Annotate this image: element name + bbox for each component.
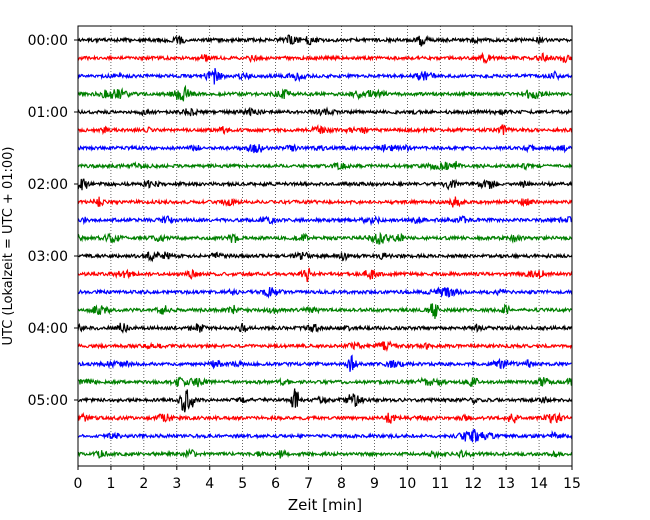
trace-line — [78, 216, 572, 224]
trace-line — [78, 87, 572, 102]
trace-line — [78, 389, 572, 413]
y-tick-label: 02:00 — [28, 177, 68, 193]
trace-line — [78, 450, 572, 459]
trace-line — [78, 287, 572, 297]
trace-line — [78, 341, 572, 350]
y-tick-label: 03:00 — [28, 249, 68, 265]
trace-line — [78, 53, 572, 62]
x-tick-label: 3 — [172, 476, 181, 492]
trace-line — [78, 413, 572, 424]
trace-line — [78, 144, 572, 153]
x-tick-label: 4 — [205, 476, 214, 492]
x-tick-label: 5 — [238, 476, 247, 492]
x-axis-label: Zeit [min] — [288, 496, 362, 514]
x-tick-label: 8 — [337, 476, 346, 492]
trace-line — [78, 356, 572, 372]
y-tick-label: 01:00 — [28, 105, 68, 121]
trace-line — [78, 429, 572, 442]
x-tick-label: 2 — [139, 476, 148, 492]
trace-line — [78, 268, 572, 282]
x-tick-label: 9 — [370, 476, 379, 492]
y-tick-label: 04:00 — [28, 321, 68, 337]
trace-line — [78, 377, 572, 387]
x-axis-ticks: 0 1 2 3 4 5 6 7 8 9 10 11 12 13 14 15 — [74, 466, 581, 492]
x-tick-label: 1 — [106, 476, 115, 492]
trace-line — [78, 35, 572, 46]
trace-line — [78, 68, 572, 84]
y-axis-ticks: 00:00 01:00 02:00 03:00 04:00 05:00 — [28, 33, 78, 409]
x-tick-label: 12 — [464, 476, 482, 492]
trace-line — [78, 179, 572, 190]
trace-line — [78, 108, 572, 116]
trace-line — [78, 323, 572, 333]
x-tick-label: 10 — [398, 476, 416, 492]
helicorder-chart: 0 1 2 3 4 5 6 7 8 9 10 11 12 13 14 15 00:0001:0002:0003… — [0, 0, 650, 520]
trace-line — [78, 125, 572, 135]
x-tick-label: 11 — [431, 476, 449, 492]
y-tick-label: 05:00 — [28, 393, 68, 409]
x-tick-label: 7 — [304, 476, 313, 492]
x-tick-label: 14 — [530, 476, 548, 492]
x-tick-label: 15 — [563, 476, 581, 492]
trace-line — [78, 252, 572, 261]
trace-line — [78, 197, 572, 208]
x-tick-label: 0 — [74, 476, 83, 492]
seismogram-traces — [78, 35, 572, 458]
x-tick-label: 13 — [497, 476, 515, 492]
y-tick-label: 00:00 — [28, 33, 68, 49]
trace-line — [78, 161, 572, 170]
x-tick-label: 6 — [271, 476, 280, 492]
y-axis-label: UTC (Lokalzeit = UTC + 01:00) — [1, 147, 16, 346]
trace-line — [78, 234, 572, 244]
trace-line — [78, 303, 572, 319]
